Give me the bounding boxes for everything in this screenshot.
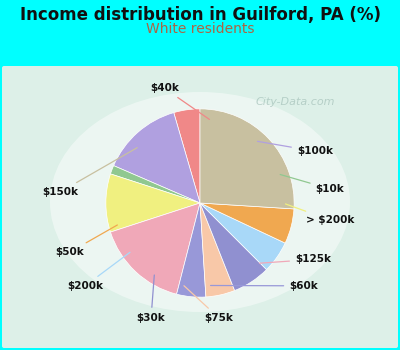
Text: $75k: $75k	[184, 286, 233, 323]
Wedge shape	[200, 203, 285, 270]
Text: $40k: $40k	[150, 83, 209, 119]
Text: $30k: $30k	[137, 275, 166, 323]
Ellipse shape	[50, 92, 350, 312]
Wedge shape	[110, 203, 200, 294]
Wedge shape	[176, 203, 206, 297]
Text: > $200k: > $200k	[286, 204, 354, 225]
Text: City-Data.com: City-Data.com	[255, 97, 335, 107]
Wedge shape	[110, 166, 200, 203]
Text: $50k: $50k	[56, 225, 117, 257]
Wedge shape	[200, 203, 266, 290]
Text: Income distribution in Guilford, PA (%): Income distribution in Guilford, PA (%)	[20, 6, 380, 24]
FancyBboxPatch shape	[2, 66, 398, 348]
Text: $125k: $125k	[260, 254, 331, 265]
Wedge shape	[174, 109, 200, 203]
Text: $200k: $200k	[67, 252, 130, 291]
Wedge shape	[114, 113, 200, 203]
Wedge shape	[200, 203, 294, 243]
Text: $100k: $100k	[258, 141, 333, 156]
Text: $60k: $60k	[210, 281, 318, 291]
Text: White residents: White residents	[146, 22, 254, 36]
Wedge shape	[200, 203, 235, 297]
Text: $10k: $10k	[280, 175, 344, 194]
Wedge shape	[200, 109, 294, 209]
Text: $150k: $150k	[43, 148, 137, 197]
Wedge shape	[106, 174, 200, 232]
